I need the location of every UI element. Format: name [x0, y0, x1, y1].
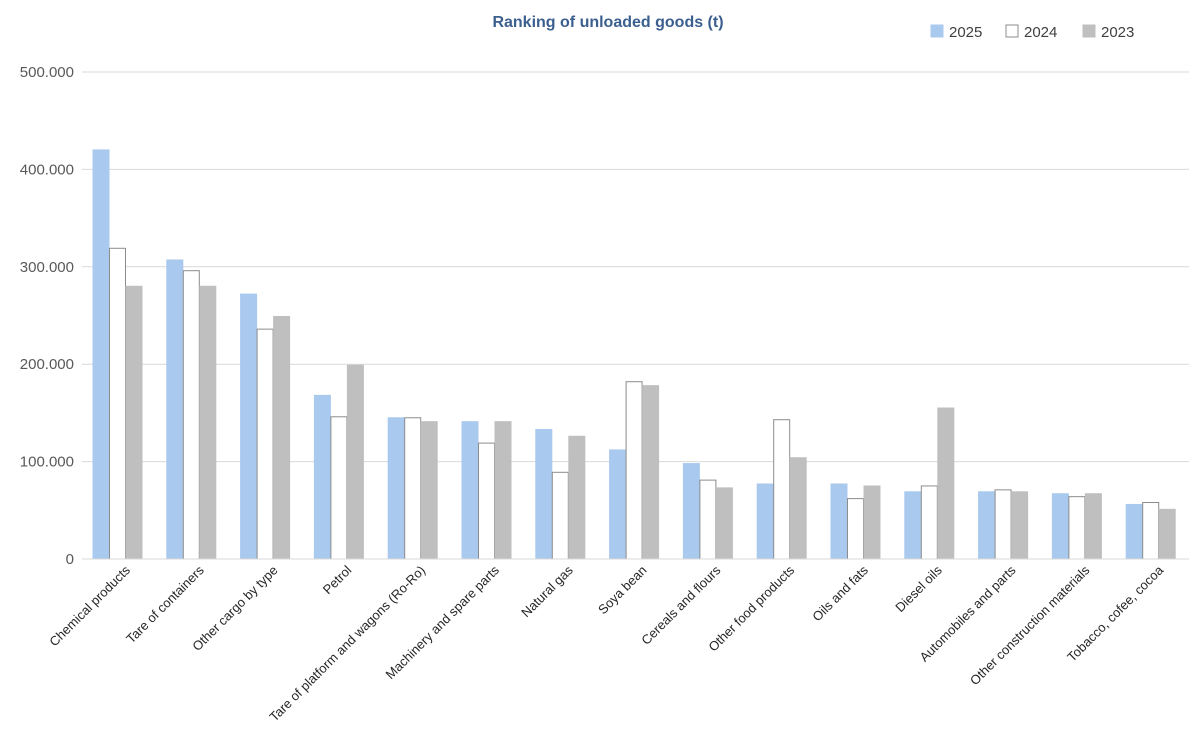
y-tick-label: 500.000	[20, 64, 74, 81]
bar-2025	[756, 483, 774, 560]
legend-label: 2023	[1101, 24, 1134, 41]
x-tick-label: Natural gas	[518, 562, 576, 620]
bar-2023	[199, 285, 217, 560]
bar-2025	[1051, 493, 1069, 560]
bar-2023	[863, 485, 881, 560]
x-tick-label: Cereals and flours	[638, 562, 724, 648]
bar-2023	[789, 457, 807, 560]
bar-2024	[847, 498, 864, 560]
bar-2025	[313, 394, 331, 560]
bar-2023	[273, 315, 291, 560]
bar-2025	[166, 259, 184, 560]
x-tick-label: Tare of containers	[123, 562, 207, 646]
bar-2024	[1068, 496, 1086, 560]
legend-label: 2024	[1024, 24, 1057, 41]
bar-2024	[109, 247, 126, 560]
bar-2024	[1142, 502, 1160, 560]
bar-2024	[478, 442, 495, 560]
bar-2023	[568, 435, 586, 560]
y-tick-label: 300.000	[20, 259, 74, 276]
x-tick-label: Diesel oils	[892, 562, 945, 615]
bar-2025	[904, 491, 922, 560]
bar-2024	[551, 471, 569, 560]
y-tick-label: 100.000	[20, 454, 74, 471]
bar-2023	[420, 421, 438, 560]
bar-2025	[92, 149, 110, 560]
x-tick-label: Soya bean	[595, 563, 650, 618]
chart-legend: 2025 2024 2023	[930, 24, 1134, 41]
bar-2023	[642, 385, 660, 560]
chart-title: Ranking of unloaded goods (t)	[492, 14, 723, 31]
bar-2024	[330, 416, 348, 560]
bar-2024	[404, 417, 422, 560]
bar-2023	[1084, 493, 1102, 560]
bar-2024	[182, 270, 200, 560]
bar-2025	[535, 428, 553, 560]
bar-2025	[978, 491, 996, 560]
bar-2023	[715, 487, 733, 560]
bars	[92, 149, 1176, 560]
bar-2025	[682, 463, 700, 560]
bar-2025	[461, 421, 479, 560]
x-tick-label: Oils and fats	[809, 562, 871, 624]
legend-swatch-2023	[1082, 24, 1096, 38]
y-tick-label: 200.000	[20, 356, 74, 373]
bar-2024	[773, 419, 791, 560]
x-tick-label: Chemical products	[46, 562, 133, 649]
legend-label: 2025	[949, 24, 982, 41]
bar-2023	[1158, 508, 1176, 560]
bar-2023	[937, 407, 955, 560]
y-tick-label: 0	[66, 551, 74, 568]
bar-2024	[625, 381, 643, 560]
bar-2023	[125, 285, 143, 560]
x-tick-label: Tare of platform and wagons (Ro-Ro)	[266, 563, 428, 725]
bar-2024	[994, 489, 1012, 560]
x-tick-label: Other construction materials	[967, 562, 1093, 688]
bar-2025	[609, 449, 627, 560]
bar-2023	[346, 364, 364, 560]
bar-2024	[920, 485, 938, 560]
bar-2025	[1125, 503, 1143, 560]
legend-swatch-2025	[930, 24, 944, 38]
bar-2023	[494, 421, 512, 560]
bar-2025	[387, 417, 405, 560]
legend-swatch-2024	[1005, 24, 1019, 38]
bar-2025	[830, 483, 848, 560]
bar-2024	[699, 479, 717, 560]
bar-2024	[256, 328, 274, 560]
y-axis: 0 100.000 200.000 300.000 400.000 500.000	[20, 64, 74, 568]
y-tick-label: 400.000	[20, 161, 74, 178]
bar-2025	[240, 293, 258, 560]
x-tick-label: Petrol	[320, 562, 355, 597]
bar-2023	[1011, 491, 1029, 560]
